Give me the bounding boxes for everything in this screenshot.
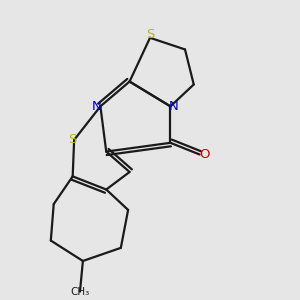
Text: CH₃: CH₃	[70, 286, 90, 297]
Text: S: S	[68, 134, 77, 146]
Text: N: N	[169, 100, 179, 113]
Text: O: O	[200, 148, 210, 161]
Text: S: S	[146, 28, 154, 41]
Text: N: N	[92, 100, 102, 113]
